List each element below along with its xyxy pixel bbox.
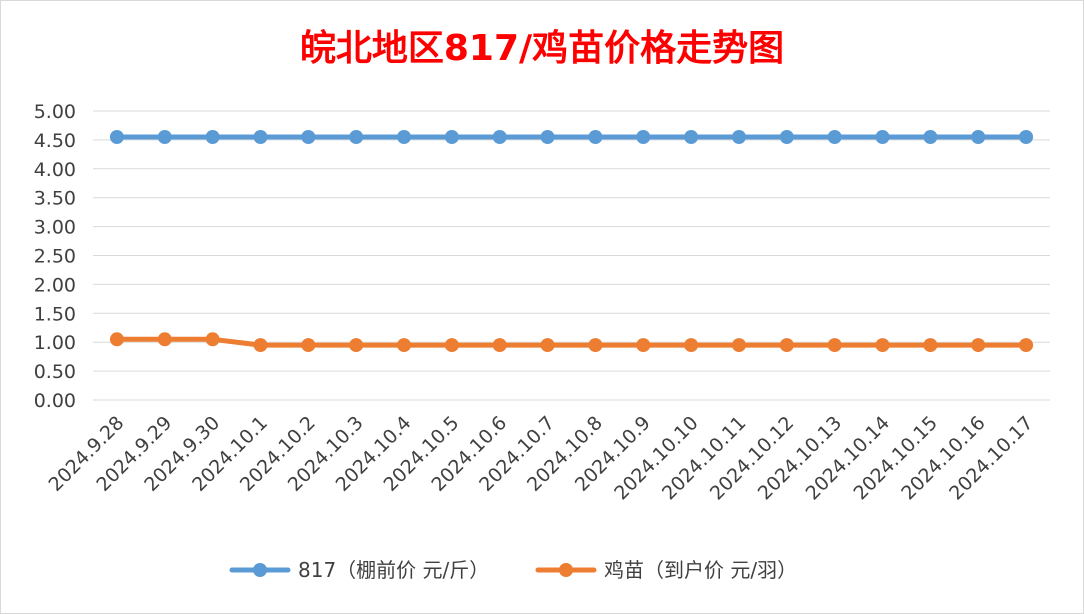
- data-point: [684, 338, 699, 353]
- data-point: [253, 130, 268, 145]
- data-point: [923, 130, 938, 145]
- data-point: [349, 338, 364, 353]
- y-tick-label: 1.50: [34, 303, 76, 325]
- data-point: [875, 130, 890, 145]
- y-tick-label: 0.00: [34, 390, 76, 412]
- data-point: [684, 130, 699, 145]
- data-point: [397, 338, 412, 353]
- y-tick-label: 3.00: [34, 217, 76, 239]
- legend-marker: [253, 563, 267, 577]
- data-point: [875, 338, 890, 353]
- legend-item: 817（棚前价 元/斤）: [229, 558, 489, 582]
- data-point: [827, 338, 842, 353]
- data-point: [301, 130, 316, 145]
- data-point: [205, 130, 220, 145]
- y-tick-label: 4.50: [34, 130, 76, 152]
- chart-title: 皖北地区817/鸡苗价格走势图: [300, 28, 784, 69]
- y-tick-label: 0.50: [34, 361, 76, 383]
- data-point: [588, 130, 603, 145]
- x-axis-ticks: 2024.9.282024.9.292024.9.302024.10.12024…: [45, 412, 1038, 504]
- y-tick-label: 4.00: [34, 159, 76, 181]
- y-axis-ticks: 0.00 0.50 1.00 1.50 2.00 2.50 3.00 3.50 4.00 4.50…: [34, 101, 76, 412]
- data-point: [1019, 130, 1034, 145]
- data-point: [923, 338, 938, 353]
- data-point: [731, 338, 746, 353]
- data-point: [492, 338, 507, 353]
- data-point: [971, 130, 986, 145]
- data-point: [827, 130, 842, 145]
- data-point: [731, 130, 746, 145]
- data-point: [205, 332, 220, 347]
- legend-item: 鸡苗（到户价 元/羽）: [535, 558, 797, 582]
- data-point: [636, 338, 651, 353]
- data-point: [1019, 338, 1034, 353]
- data-point: [444, 130, 459, 145]
- data-point: [588, 338, 603, 353]
- series-group: [109, 130, 1034, 353]
- data-point: [492, 130, 507, 145]
- data-point: [971, 338, 986, 353]
- data-point: [779, 338, 794, 353]
- data-point: [349, 130, 364, 145]
- y-tick-label: 2.50: [34, 246, 76, 268]
- data-point: [109, 130, 124, 145]
- gridlines: [93, 110, 1050, 401]
- y-tick-label: 3.50: [34, 188, 76, 210]
- y-tick-label: 1.00: [34, 332, 76, 354]
- data-point: [253, 338, 268, 353]
- data-point: [157, 332, 172, 347]
- data-point: [157, 130, 172, 145]
- data-point: [779, 130, 794, 145]
- series-1: [109, 130, 1034, 145]
- y-tick-label: 5.00: [34, 101, 76, 123]
- data-point: [301, 338, 316, 353]
- y-tick-label: 2.00: [34, 274, 76, 296]
- series-2: [109, 332, 1034, 353]
- legend: 817（棚前价 元/斤） 鸡苗（到户价 元/羽）: [229, 558, 797, 582]
- data-point: [540, 338, 555, 353]
- legend-label: 817（棚前价 元/斤）: [298, 558, 489, 582]
- legend-marker: [559, 563, 573, 577]
- legend-label: 鸡苗（到户价 元/羽）: [604, 558, 797, 582]
- data-point: [636, 130, 651, 145]
- data-point: [397, 130, 412, 145]
- data-point: [540, 130, 555, 145]
- data-point: [444, 338, 459, 353]
- series-line: [114, 336, 1029, 348]
- data-point: [109, 332, 124, 347]
